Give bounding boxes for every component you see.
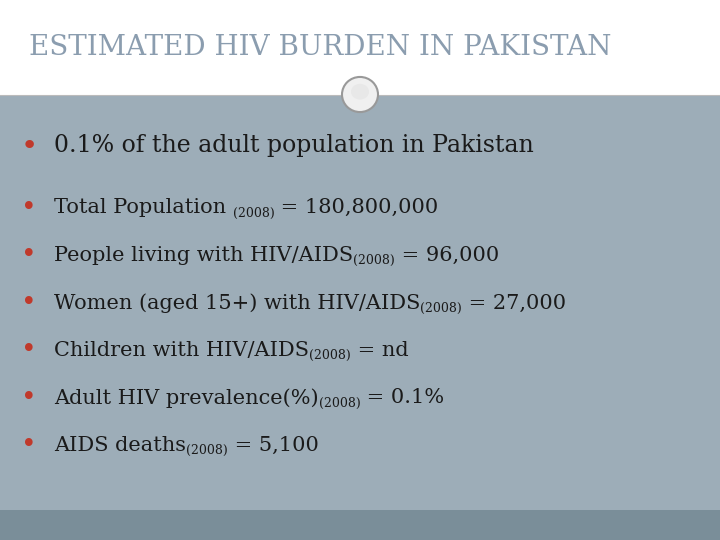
Text: •: • xyxy=(21,385,37,411)
Text: 0.1% of the adult population in Pakistan: 0.1% of the adult population in Pakistan xyxy=(54,134,534,157)
Text: (2008): (2008) xyxy=(420,302,462,315)
FancyBboxPatch shape xyxy=(0,510,720,540)
Text: = 96,000: = 96,000 xyxy=(395,246,499,265)
Text: (2008): (2008) xyxy=(319,397,361,410)
Ellipse shape xyxy=(351,84,369,99)
Text: People living with HIV/AIDS: People living with HIV/AIDS xyxy=(54,246,353,265)
Text: ESTIMATED HIV BURDEN IN PAKISTAN: ESTIMATED HIV BURDEN IN PAKISTAN xyxy=(29,33,611,60)
FancyBboxPatch shape xyxy=(0,0,720,94)
Text: •: • xyxy=(21,195,37,221)
Text: •: • xyxy=(21,242,37,268)
Text: (2008): (2008) xyxy=(233,207,274,220)
Ellipse shape xyxy=(342,77,378,112)
Text: •: • xyxy=(20,132,37,160)
Text: •: • xyxy=(21,290,37,316)
Text: = 180,800,000: = 180,800,000 xyxy=(274,198,438,218)
Text: = 5,100: = 5,100 xyxy=(228,436,319,455)
Text: •: • xyxy=(21,433,37,458)
Text: = nd: = nd xyxy=(351,341,408,360)
Text: = 27,000: = 27,000 xyxy=(462,293,566,313)
Text: •: • xyxy=(21,338,37,363)
Text: (2008): (2008) xyxy=(309,349,351,362)
Text: Children with HIV/AIDS: Children with HIV/AIDS xyxy=(54,341,309,360)
Text: (2008): (2008) xyxy=(353,254,395,267)
Text: Women (aged 15+) with HIV/AIDS: Women (aged 15+) with HIV/AIDS xyxy=(54,293,420,313)
Text: = 0.1%: = 0.1% xyxy=(361,388,444,408)
Text: AIDS deaths: AIDS deaths xyxy=(54,436,186,455)
Text: (2008): (2008) xyxy=(186,444,228,457)
Text: Adult HIV prevalence(%): Adult HIV prevalence(%) xyxy=(54,388,319,408)
Text: Total Population: Total Population xyxy=(54,198,233,218)
